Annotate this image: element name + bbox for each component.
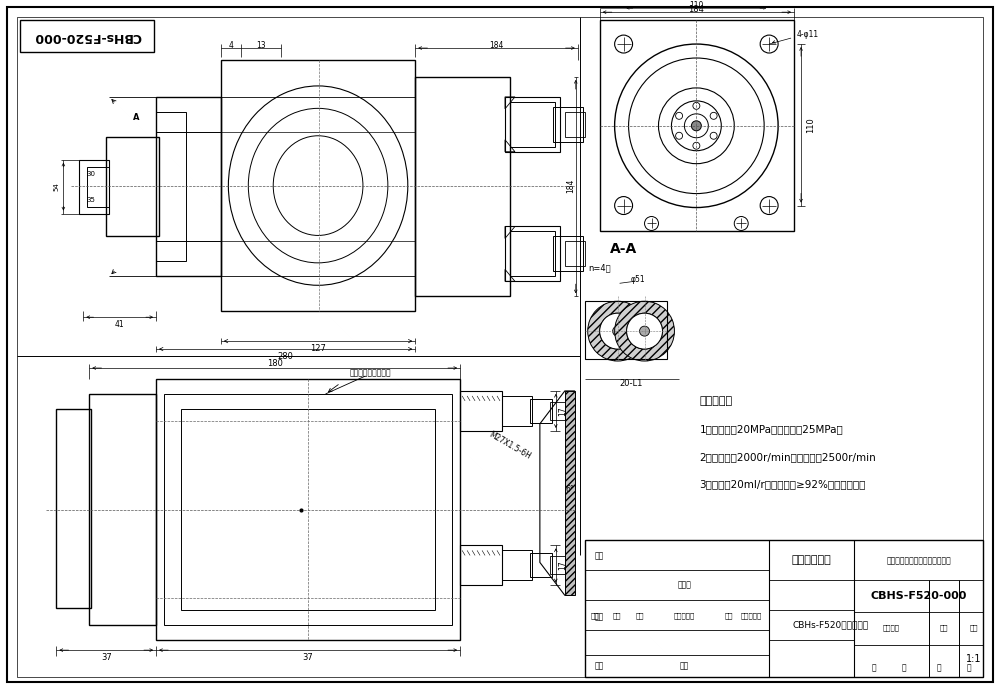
Text: 技术参数：: 技术参数： [699,396,732,406]
Text: 35: 35 [87,196,96,203]
Bar [460,391,502,431]
Bar [585,301,667,359]
Text: 17: 17 [558,561,567,570]
Bar [156,97,221,276]
Bar [553,107,583,142]
Text: 37: 37 [302,653,313,662]
Bar [87,167,109,207]
Bar [156,112,186,261]
Text: 设计: 设计 [595,551,604,560]
Text: 37: 37 [101,653,112,662]
Bar [502,396,532,426]
Bar [530,399,552,423]
Text: 外连接尺寸图: 外连接尺寸图 [791,555,831,565]
Text: 比例: 比例 [969,625,978,631]
Polygon shape [565,391,575,596]
Text: 4-φ11: 4-φ11 [797,30,819,38]
Circle shape [640,326,650,336]
Bar [415,77,510,296]
Text: 张: 张 [901,664,906,673]
Text: 年、月、日: 年、月、日 [741,612,762,618]
Bar [565,112,585,137]
Bar [510,232,555,276]
Text: 第: 第 [936,664,941,673]
Text: φ51: φ51 [630,275,645,284]
Bar [221,60,415,311]
Text: 110: 110 [689,1,704,10]
Bar [585,541,983,677]
Wedge shape [615,301,674,361]
Text: 13: 13 [256,41,266,49]
Text: CBHs-F520-000: CBHs-F520-000 [34,30,141,43]
Bar [600,20,794,232]
Text: 标准化: 标准化 [677,581,691,590]
Text: 41: 41 [114,319,124,328]
Bar [505,97,560,152]
Text: 审核: 审核 [595,613,604,622]
Text: 1:1: 1:1 [966,654,981,664]
Text: 127: 127 [310,344,326,352]
Text: 30: 30 [87,170,96,177]
Text: 图像: 图像 [680,662,689,671]
Text: 184: 184 [489,41,503,49]
Bar [156,132,221,241]
Text: 油液导向钙球位置点: 油液导向钙球位置点 [350,368,391,377]
Text: 处量: 处量 [612,612,621,618]
Bar [530,554,552,577]
Bar [56,409,91,608]
Text: 1、额定压力20MPa，最高压力25MPa。: 1、额定压力20MPa，最高压力25MPa。 [699,424,843,433]
Text: M27X1.5-6H: M27X1.5-6H [487,430,533,462]
Text: 180: 180 [267,359,283,368]
Text: 签名: 签名 [725,612,734,618]
Bar [550,556,565,574]
Bar [164,394,452,625]
Bar [553,236,583,271]
Text: 20-L1: 20-L1 [619,379,642,388]
Text: 184: 184 [566,179,575,193]
Text: 图数标记: 图数标记 [882,625,899,631]
Wedge shape [588,301,648,361]
Text: 2、额定转速2000r/min，最高转速2500r/min: 2、额定转速2000r/min，最高转速2500r/min [699,452,876,462]
Bar [460,545,502,585]
Text: CBHS-F520-000: CBHS-F520-000 [870,592,967,601]
Text: 共: 共 [871,664,876,673]
Text: CBHs-F520齿轮泵总成: CBHs-F520齿轮泵总成 [793,620,869,630]
Polygon shape [588,301,648,361]
Text: 184: 184 [688,5,704,14]
Text: 6°: 6° [565,485,574,494]
Polygon shape [615,301,674,361]
Bar [79,159,109,214]
Bar [565,241,585,267]
Text: 重量: 重量 [939,625,948,631]
Text: 常州博昌华盛液压科技有限公司: 常州博昌华盛液压科技有限公司 [886,556,951,565]
Bar [181,409,435,610]
Circle shape [600,313,636,349]
Text: 4: 4 [228,41,233,49]
Bar [89,394,156,625]
Circle shape [691,121,701,131]
Text: 110: 110 [807,117,816,133]
Text: 标记: 标记 [590,612,599,618]
Bar [505,227,560,281]
Text: 280: 280 [278,352,294,361]
Bar [106,137,159,236]
Text: 工艺: 工艺 [595,662,604,671]
Circle shape [613,326,623,336]
Bar [510,102,555,147]
Text: A-A: A-A [610,243,637,256]
Text: 54: 54 [53,182,59,191]
Text: 17: 17 [558,406,567,416]
Bar [20,20,154,52]
Bar [502,550,532,581]
Bar [550,402,565,420]
Text: n=4孔: n=4孔 [589,264,611,273]
Text: 3、排量：20ml/r，容积效率≥92%，旋向：左旋: 3、排量：20ml/r，容积效率≥92%，旋向：左旋 [699,480,866,490]
Circle shape [627,313,662,349]
Text: 张: 张 [966,664,971,673]
Text: A: A [133,113,139,122]
Text: 分区: 分区 [635,612,644,618]
Bar [156,379,460,640]
Text: 更改文件号: 更改文件号 [674,612,695,618]
